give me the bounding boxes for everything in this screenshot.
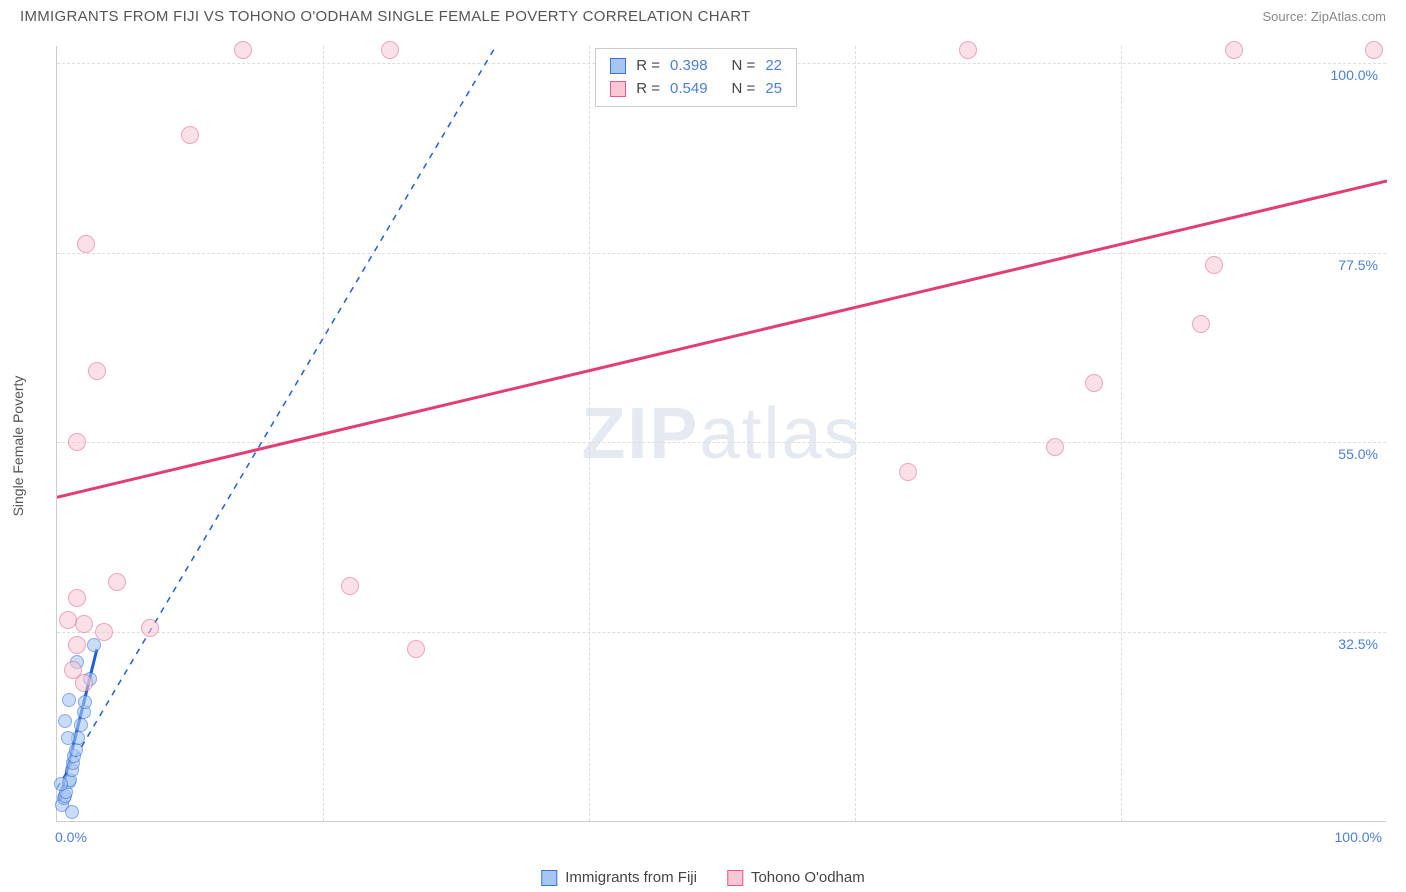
data-point bbox=[341, 577, 359, 595]
n-label: N = bbox=[732, 55, 756, 78]
data-point bbox=[108, 573, 126, 591]
data-point bbox=[1046, 438, 1064, 456]
stats-legend-row: R = 0.398 N = 22 bbox=[610, 55, 782, 78]
data-point bbox=[58, 714, 72, 728]
r-label: R = bbox=[636, 55, 660, 78]
data-point bbox=[77, 235, 95, 253]
data-point bbox=[88, 362, 106, 380]
data-point bbox=[1365, 41, 1383, 59]
stats-legend-row: R = 0.549 N = 25 bbox=[610, 78, 782, 101]
data-point bbox=[381, 41, 399, 59]
data-point bbox=[68, 589, 86, 607]
watermark-text: ZIPatlas bbox=[581, 393, 861, 475]
gridline-vertical bbox=[323, 46, 324, 821]
stats-legend: R = 0.398 N = 22 R = 0.549 N = 25 bbox=[595, 48, 797, 107]
source-label: Source: ZipAtlas.com bbox=[1262, 9, 1386, 24]
trendline bbox=[57, 46, 496, 788]
y-tick-label: 100.0% bbox=[1331, 67, 1378, 83]
gridline-horizontal bbox=[57, 632, 1386, 633]
data-point bbox=[64, 661, 82, 679]
data-point bbox=[78, 695, 92, 709]
data-point bbox=[959, 41, 977, 59]
data-point bbox=[1225, 41, 1243, 59]
data-point bbox=[61, 731, 75, 745]
data-point bbox=[1192, 315, 1210, 333]
data-point bbox=[407, 640, 425, 658]
y-tick-label: 32.5% bbox=[1338, 636, 1378, 652]
legend-label: Tohono O'odham bbox=[751, 869, 865, 886]
legend-swatch bbox=[727, 870, 743, 886]
legend-swatch bbox=[610, 58, 626, 74]
gridline-horizontal bbox=[57, 442, 1386, 443]
data-point bbox=[68, 636, 86, 654]
data-point bbox=[65, 805, 79, 819]
legend-item: Tohono O'odham bbox=[727, 869, 865, 886]
n-label: N = bbox=[732, 78, 756, 101]
data-point bbox=[62, 693, 76, 707]
n-value: 22 bbox=[765, 55, 782, 78]
r-label: R = bbox=[636, 78, 660, 101]
y-tick-label: 77.5% bbox=[1338, 257, 1378, 273]
r-value: 0.398 bbox=[670, 55, 708, 78]
trendline bbox=[57, 181, 1387, 497]
legend-label: Immigrants from Fiji bbox=[565, 869, 697, 886]
n-value: 25 bbox=[765, 78, 782, 101]
y-tick-label: 55.0% bbox=[1338, 446, 1378, 462]
data-point bbox=[68, 433, 86, 451]
gridline-vertical bbox=[1121, 46, 1122, 821]
legend-swatch bbox=[541, 870, 557, 886]
legend-swatch bbox=[610, 81, 626, 97]
data-point bbox=[74, 718, 88, 732]
data-point bbox=[1205, 256, 1223, 274]
gridline-vertical bbox=[855, 46, 856, 821]
data-point bbox=[75, 615, 93, 633]
data-point bbox=[95, 623, 113, 641]
data-point bbox=[181, 126, 199, 144]
bottom-legend: Immigrants from Fiji Tohono O'odham bbox=[541, 869, 864, 886]
data-point bbox=[1085, 374, 1103, 392]
data-point bbox=[141, 619, 159, 637]
chart-title: IMMIGRANTS FROM FIJI VS TOHONO O'ODHAM S… bbox=[20, 8, 751, 25]
data-point bbox=[59, 611, 77, 629]
data-point bbox=[69, 743, 83, 757]
gridline-vertical bbox=[589, 46, 590, 821]
x-tick-label: 0.0% bbox=[55, 829, 87, 845]
data-point bbox=[234, 41, 252, 59]
data-point bbox=[899, 463, 917, 481]
data-point bbox=[54, 777, 68, 791]
legend-item: Immigrants from Fiji bbox=[541, 869, 697, 886]
r-value: 0.549 bbox=[670, 78, 708, 101]
x-tick-label: 100.0% bbox=[1335, 829, 1382, 845]
gridline-horizontal bbox=[57, 253, 1386, 254]
scatter-chart: ZIPatlas 32.5%55.0%77.5%100.0%0.0%100.0%… bbox=[56, 46, 1386, 822]
y-axis-label: Single Female Poverty bbox=[10, 376, 26, 517]
